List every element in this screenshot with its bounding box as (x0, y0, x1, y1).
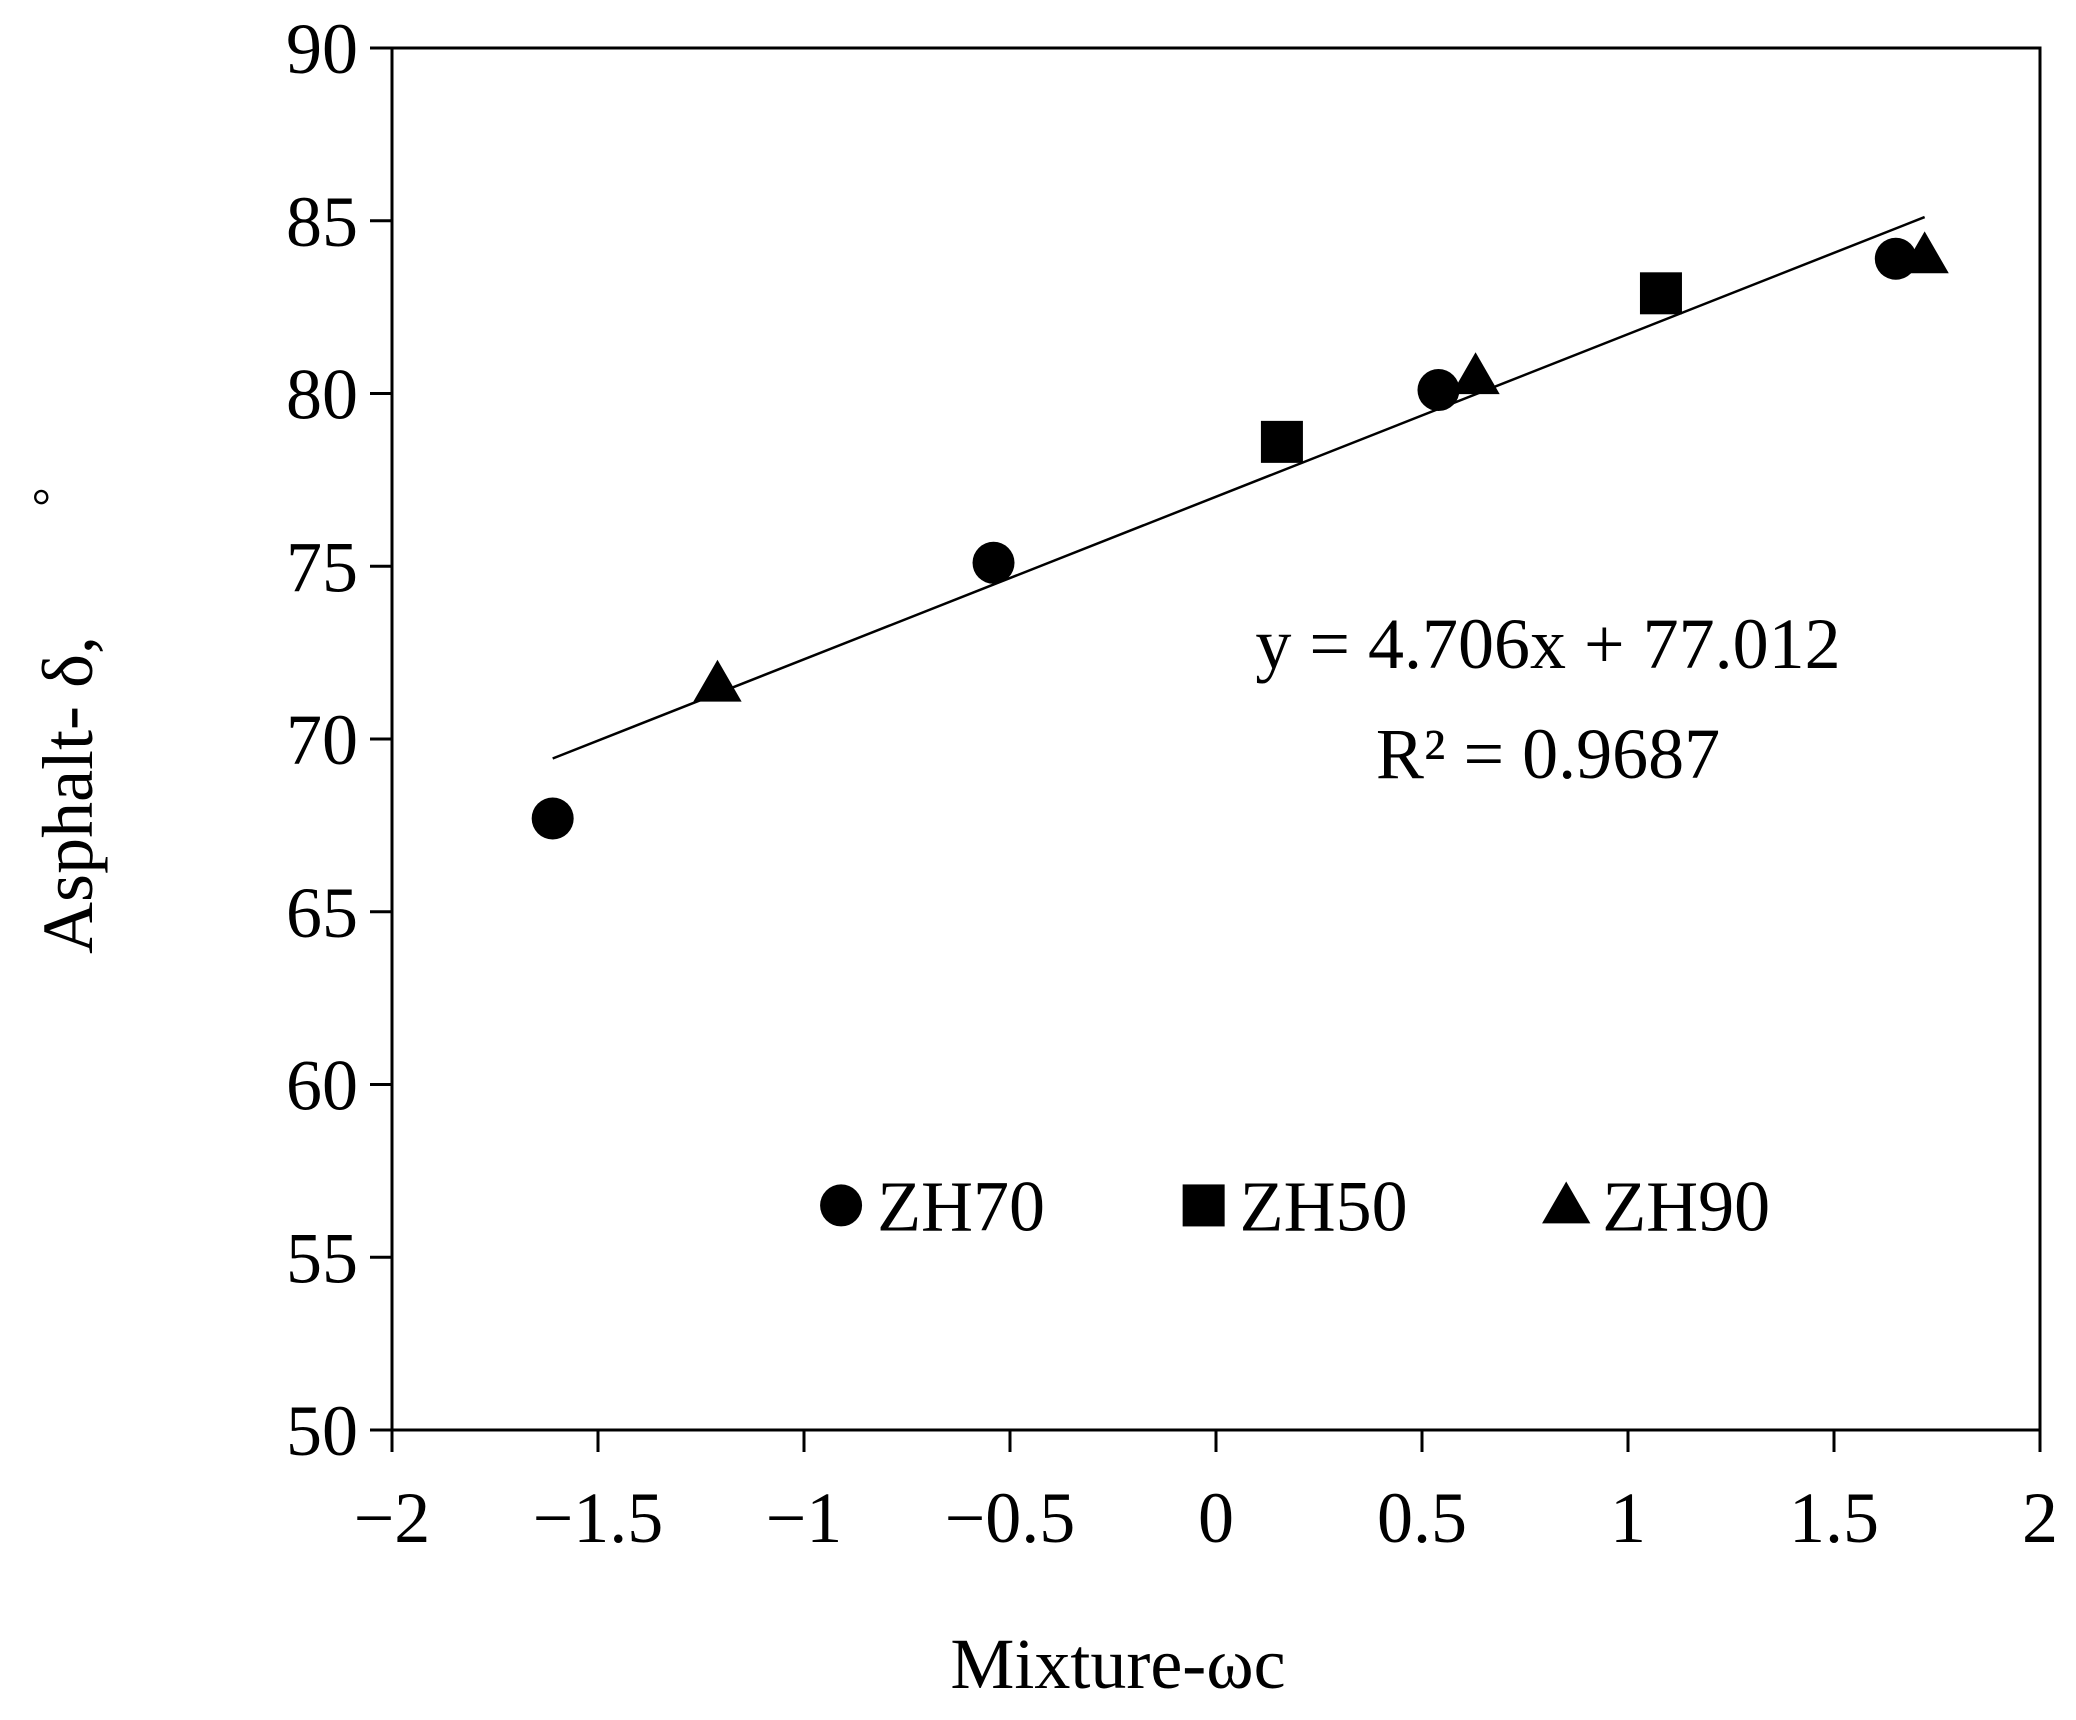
data-point-zh70 (972, 541, 1015, 584)
y-tick-label: 60 (286, 1046, 358, 1126)
y-tick-label: 65 (286, 873, 358, 953)
y-tick-label: 80 (286, 355, 358, 435)
x-axis-ticks: −2 −1.5 −1 −0.5 0 0.5 1 1.5 2 (354, 1430, 2058, 1558)
series-zh50 (1260, 272, 1682, 463)
data-point-zh70 (1417, 369, 1460, 412)
trendline-group (552, 215, 1926, 760)
data-point-zh90 (1451, 352, 1500, 395)
legend-marker-zh50 (1182, 1184, 1225, 1227)
legend-label-zh50: ZH50 (1240, 1166, 1408, 1246)
y-tick-label: 90 (286, 9, 358, 89)
x-tick-label: −1 (766, 1478, 843, 1558)
x-tick-label: 0.5 (1377, 1478, 1467, 1558)
legend-item-zh90: ZH90 (1542, 1166, 1770, 1246)
legend: ZH70 ZH50 ZH90 (820, 1166, 1770, 1246)
x-axis-title: Mixture-ωc (950, 1624, 1285, 1704)
series-zh90 (693, 231, 1949, 702)
x-tick-label: −1.5 (533, 1478, 664, 1558)
legend-item-zh50: ZH50 (1182, 1166, 1408, 1246)
y-axis-ticks: 50 55 60 65 70 75 80 85 90 (286, 9, 392, 1471)
y-tick-label: 85 (286, 182, 358, 262)
x-tick-label: −0.5 (945, 1478, 1076, 1558)
trendline-r2: R² = 0.9687 (1376, 714, 1720, 794)
trendline (552, 215, 1926, 760)
x-tick-label: 1 (1610, 1478, 1646, 1558)
legend-item-zh70: ZH70 (820, 1166, 1045, 1246)
x-tick-label: 0 (1198, 1478, 1234, 1558)
data-point-zh50 (1260, 420, 1303, 463)
x-tick-label: 2 (2022, 1478, 2058, 1558)
trendline-equation: y = 4.706x + 77.012 (1255, 604, 1840, 684)
y-tick-label: 70 (286, 700, 358, 780)
x-tick-label: −2 (354, 1478, 431, 1558)
y-tick-label: 75 (286, 527, 358, 607)
data-point-zh90 (693, 659, 742, 702)
legend-marker-zh90 (1542, 1181, 1591, 1224)
legend-label-zh90: ZH90 (1602, 1166, 1770, 1246)
data-point-zh70 (531, 797, 574, 840)
series-zh70 (531, 237, 1917, 840)
legend-marker-zh70 (820, 1184, 863, 1227)
data-points (531, 231, 1949, 840)
y-axis-unit: ° (24, 487, 77, 506)
y-tick-label: 50 (286, 1391, 358, 1471)
data-point-zh90 (1900, 231, 1949, 274)
legend-label-zh70: ZH70 (877, 1166, 1045, 1246)
y-axis-title: Asphalt- δ, (28, 636, 108, 954)
y-tick-label: 55 (286, 1218, 358, 1298)
data-point-zh50 (1639, 272, 1682, 315)
x-tick-label: 1.5 (1789, 1478, 1879, 1558)
